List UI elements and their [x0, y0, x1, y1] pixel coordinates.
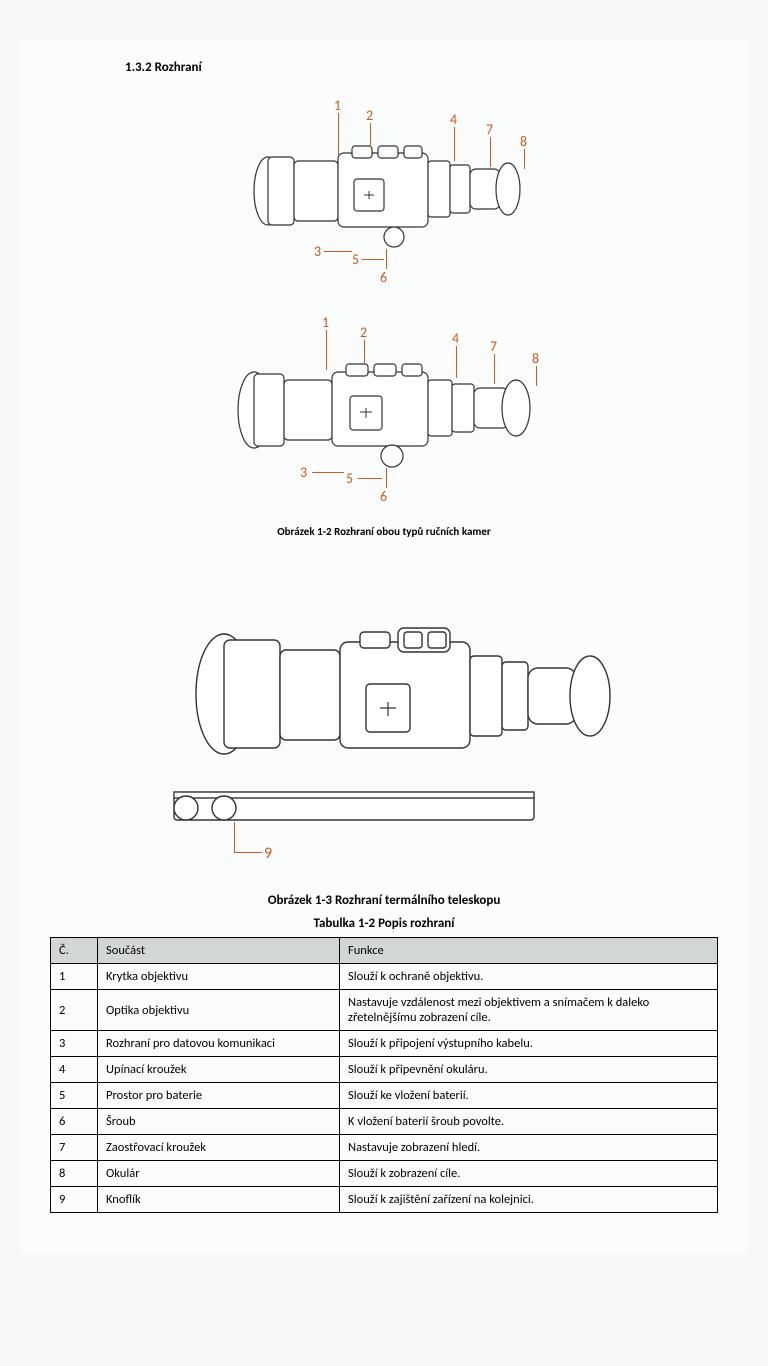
- cell-func: Slouží k ochraně objektivu.: [340, 964, 718, 990]
- cell-part: Prostor pro baterie: [98, 1083, 340, 1109]
- table-header: Č.: [51, 938, 98, 964]
- cell-part: Zaostřovací kroužek: [98, 1135, 340, 1161]
- cell-part: Upínací kroužek: [98, 1057, 340, 1083]
- section-heading: 1.3.2 Rozhraní: [125, 60, 718, 75]
- callout-label: 3: [300, 464, 307, 481]
- callout-label: 9: [264, 844, 272, 863]
- cell-part: Optika objektivu: [98, 990, 340, 1031]
- cell-part: Krytka objektivu: [98, 964, 340, 990]
- cell-part: Rozhraní pro datovou komunikaci: [98, 1031, 340, 1057]
- table-row: 9 Knoflík Slouží k zajištění zařízení na…: [51, 1187, 718, 1213]
- cell-part: Knoflík: [98, 1187, 340, 1213]
- table-body: 1 Krytka objektivu Slouží k ochraně obje…: [51, 964, 718, 1213]
- table-row: 1 Krytka objektivu Slouží k ochraně obje…: [51, 964, 718, 990]
- callout-label: 1: [334, 97, 341, 114]
- callout-leader: [234, 852, 262, 853]
- callout-leader: [386, 249, 387, 269]
- callout-label: 4: [452, 330, 459, 347]
- table-header-row: Č. Součást Funkce: [51, 938, 718, 964]
- callout-label: 6: [380, 269, 387, 286]
- callout-leader: [324, 251, 352, 252]
- callout-leader: [386, 468, 387, 488]
- table-row: 4 Upínací kroužek Slouží k připevnění ok…: [51, 1057, 718, 1083]
- cell-num: 5: [51, 1083, 98, 1109]
- callout-leader: [312, 472, 344, 473]
- callout-label: 5: [346, 470, 353, 487]
- callout-leader: [326, 330, 327, 370]
- scope-outline-icon: [194, 308, 574, 508]
- scope-diagram-bottom: 1 2 4 7 8 3 5 6: [194, 308, 574, 508]
- cell-num: 7: [51, 1135, 98, 1161]
- callout-leader: [524, 149, 525, 169]
- callout-leader: [358, 478, 382, 479]
- document-page: 1.3.2 Rozhraní: [20, 40, 748, 1253]
- cell-num: 6: [51, 1109, 98, 1135]
- figure-1-3: 9 Obrázek 1-3 Rozhraní termálního telesk…: [50, 568, 718, 931]
- callout-label: 8: [520, 133, 527, 150]
- table-header: Funkce: [340, 938, 718, 964]
- cell-part: Okulár: [98, 1161, 340, 1187]
- callout-leader: [494, 354, 495, 384]
- cell-func: Slouží ke vložení baterií.: [340, 1083, 718, 1109]
- callout-leader: [370, 123, 371, 147]
- cell-num: 8: [51, 1161, 98, 1187]
- callout-leader: [364, 340, 365, 364]
- table-row: 2 Optika objektivu Nastavuje vzdálenost …: [51, 990, 718, 1031]
- scope-diagram-top: 1 2 4 7 8 3 5 6: [204, 91, 564, 291]
- cell-func: K vložení baterií šroub povolte.: [340, 1109, 718, 1135]
- table-row: 5 Prostor pro baterie Slouží ke vložení …: [51, 1083, 718, 1109]
- cell-num: 9: [51, 1187, 98, 1213]
- figure-caption: Obrázek 1-2 Rozhraní obou typů ručních k…: [50, 525, 718, 538]
- scope-rail-diagram: 9: [104, 574, 664, 874]
- table-row: 7 Zaostřovací kroužek Nastavuje zobrazen…: [51, 1135, 718, 1161]
- parts-table: Č. Součást Funkce 1 Krytka objektivu Slo…: [50, 937, 718, 1213]
- callout-label: 7: [490, 338, 497, 355]
- callout-leader: [234, 822, 235, 852]
- callout-label: 2: [366, 107, 373, 124]
- cell-func: Slouží k připevnění okuláru.: [340, 1057, 718, 1083]
- callout-leader: [456, 346, 457, 378]
- cell-num: 3: [51, 1031, 98, 1057]
- cell-num: 1: [51, 964, 98, 990]
- scope-outline-icon: [204, 91, 564, 291]
- cell-func: Slouží k připojení výstupního kabelu.: [340, 1031, 718, 1057]
- scope-rail-icon: [104, 574, 664, 874]
- callout-leader: [454, 127, 455, 161]
- cell-func: Slouží k zajištění zařízení na kolejnici…: [340, 1187, 718, 1213]
- table-row: 6 Šroub K vložení baterií šroub povolte.: [51, 1109, 718, 1135]
- figure-1-2: 1 2 4 7 8 3 5 6: [50, 85, 718, 538]
- callout-label: 8: [532, 350, 539, 367]
- table-header: Součást: [98, 938, 340, 964]
- callout-leader: [536, 366, 537, 386]
- callout-leader: [338, 113, 339, 155]
- cell-func: Nastavuje vzdálenost mezi objektivem a s…: [340, 990, 718, 1031]
- callout-label: 6: [380, 488, 387, 505]
- table-caption: Tabulka 1-2 Popis rozhraní: [50, 916, 718, 931]
- cell-num: 2: [51, 990, 98, 1031]
- figure-caption: Obrázek 1-3 Rozhraní termálního teleskop…: [50, 893, 718, 908]
- callout-label: 5: [352, 251, 359, 268]
- callout-label: 3: [314, 243, 321, 260]
- cell-func: Slouží k zobrazení cíle.: [340, 1161, 718, 1187]
- callout-label: 1: [322, 314, 329, 331]
- table-row: 8 Okulár Slouží k zobrazení cíle.: [51, 1161, 718, 1187]
- callout-label: 7: [486, 121, 493, 138]
- callout-leader: [362, 259, 384, 260]
- callout-leader: [490, 137, 491, 167]
- table-row: 3 Rozhraní pro datovou komunikaci Slouží…: [51, 1031, 718, 1057]
- callout-label: 2: [360, 324, 367, 341]
- cell-func: Nastavuje zobrazení hledí.: [340, 1135, 718, 1161]
- callout-label: 4: [450, 111, 457, 128]
- cell-num: 4: [51, 1057, 98, 1083]
- cell-part: Šroub: [98, 1109, 340, 1135]
